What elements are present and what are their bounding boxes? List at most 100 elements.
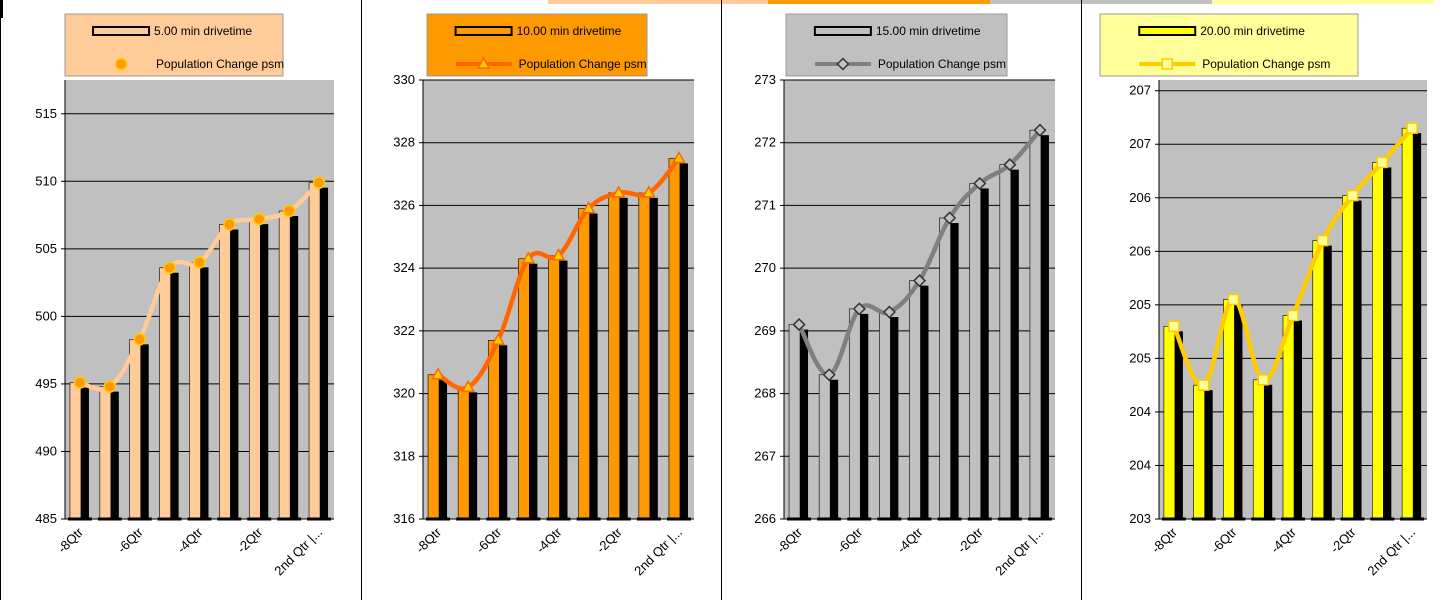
y-tick-label: 324	[393, 260, 415, 275]
bar	[189, 262, 201, 520]
series-marker	[103, 380, 117, 393]
bar	[879, 311, 891, 520]
y-tick-label: 510	[35, 173, 57, 188]
bar-shadow	[586, 213, 598, 520]
bar-shadow	[797, 329, 809, 519]
bar	[159, 267, 171, 520]
y-tick-label: 490	[35, 443, 57, 458]
y-tick-label: 273	[754, 72, 776, 87]
bar-shadow	[526, 263, 538, 519]
series-marker	[312, 176, 326, 189]
legend-label-line: Population Change psm	[1202, 57, 1330, 71]
x-tick-label: -6Qtr	[834, 524, 866, 556]
series-marker	[461, 379, 475, 393]
bar-shadow	[1231, 304, 1243, 519]
bar-shadow	[1380, 167, 1392, 519]
x-tick-label: -4Qtr	[894, 524, 926, 556]
chart-panel-5min: 485 490 495 500 505 510 515 -8Qtr -6Qtr -4Qtr -2Qt…	[0, 0, 361, 600]
y-tick-label: 320	[393, 386, 415, 401]
bar	[1029, 129, 1042, 520]
y-tick-label: 330	[393, 72, 415, 87]
top-strip-gray	[990, 0, 1212, 4]
top-strip-peach	[548, 0, 768, 4]
bar-shadow	[77, 387, 89, 519]
bar-shadow	[257, 224, 269, 520]
bar	[1252, 379, 1265, 520]
bar	[308, 182, 321, 520]
bar	[1223, 299, 1235, 520]
bar	[487, 339, 500, 520]
bar-shadow	[436, 379, 448, 519]
bar-shadow	[827, 379, 839, 519]
y-tick-label: 271	[754, 197, 776, 212]
bar-shadow	[1007, 169, 1019, 519]
series-marker	[581, 201, 596, 214]
bar	[969, 183, 982, 520]
x-tick-label: -8Qtr	[774, 524, 806, 556]
series-marker	[491, 332, 506, 346]
series-marker	[611, 185, 626, 198]
x-tick-label: -6Qtr	[114, 524, 146, 556]
bar	[909, 280, 921, 520]
y-tick-label: 206	[1129, 190, 1151, 205]
y-tick-label: 268	[754, 386, 776, 401]
series-marker	[943, 211, 957, 225]
legend-marker	[1161, 58, 1173, 70]
x-tick-label: -2Qtr	[234, 524, 266, 556]
bar	[788, 324, 801, 520]
chart-panel-15min: 266 267 268 269 270 271 272 273 -8Qtr -6Qtr -4Qtr -…	[721, 0, 1081, 600]
x-tick-label: -6Qtr	[1208, 524, 1240, 556]
series-marker	[253, 212, 266, 226]
series-marker	[521, 251, 536, 264]
y-tick-label: 267	[754, 448, 776, 463]
y-tick-label: 328	[393, 135, 415, 150]
bar	[278, 210, 291, 520]
series-marker	[672, 150, 686, 164]
series-marker	[223, 218, 236, 231]
bar	[1193, 384, 1205, 520]
legend-bar-swatch	[813, 26, 872, 36]
legend-label-line: Population Change psm	[156, 57, 284, 71]
bar	[1372, 162, 1384, 520]
legend-label-line: Population Change psm	[878, 57, 1006, 71]
y-tick-label: 505	[35, 241, 57, 256]
legend-label-line: Population Change psm	[519, 57, 647, 71]
chart-5min: 485 490 495 500 505 510 515 -8Qtr -6Qtr -4Qtr -2Qt…	[35, 13, 334, 578]
series-marker	[973, 176, 987, 191]
bar	[1163, 325, 1176, 520]
series-marker	[133, 333, 146, 346]
series-marker	[163, 261, 176, 275]
legend-marker	[836, 57, 850, 71]
bar-shadow	[556, 260, 568, 519]
series-marker	[193, 256, 206, 269]
y-tick-label: 318	[393, 448, 415, 463]
legend-label-bars: 15.00 min drivetime	[876, 24, 981, 38]
y-tick-label: 266	[754, 511, 776, 526]
y-tick-label: 207	[1129, 136, 1151, 151]
y-tick-label: 204	[1129, 404, 1151, 419]
series-marker	[282, 204, 296, 218]
chart-15min: 266 267 268 269 270 271 272 273 -8Qtr -6Qtr -4Qtr -…	[754, 13, 1055, 579]
bar	[668, 158, 681, 520]
x-tick-label: -2Qtr	[593, 524, 625, 556]
x-tick-label: 2nd Qtr |...	[992, 525, 1046, 579]
bar	[129, 339, 142, 520]
y-tick-label: 203	[1129, 511, 1151, 526]
series-marker	[852, 302, 866, 316]
y-tick-label: 205	[1129, 350, 1151, 365]
bar	[69, 382, 82, 520]
y-tick-label: 205	[1129, 297, 1151, 312]
legend-bar-swatch	[92, 26, 151, 36]
bar-shadow	[646, 197, 658, 519]
bar-shadow	[466, 392, 478, 519]
bar	[1312, 240, 1325, 520]
bar	[548, 255, 560, 520]
series-marker	[551, 248, 566, 261]
legend-bar-swatch	[454, 26, 513, 36]
bar-shadow	[917, 285, 929, 519]
series-marker	[642, 185, 656, 198]
x-tick-label: -2Qtr	[954, 524, 986, 556]
y-tick-label: 515	[35, 106, 57, 121]
bar-shadow	[1350, 200, 1362, 519]
bar	[219, 224, 231, 520]
